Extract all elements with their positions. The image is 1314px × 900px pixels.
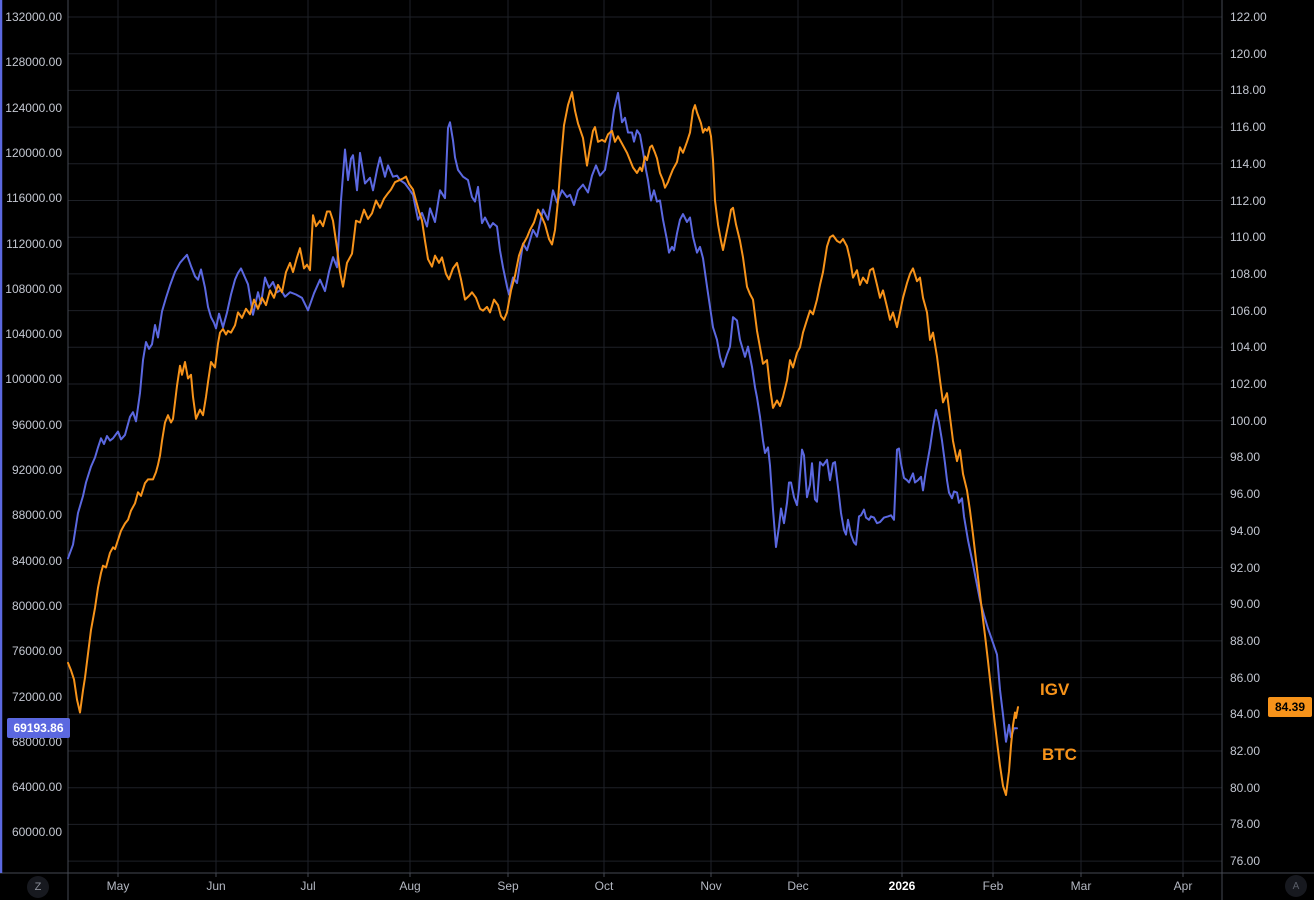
left-scale-tick-label: 64000.00 [11,780,62,795]
igv-last-price-badge: 84.39 [1268,697,1312,718]
left-scale-tick-label: 96000.00 [11,417,62,432]
right-scale-tick-label: 116.00 [1230,120,1266,135]
right-scale-tick-label: 118.00 [1230,83,1266,98]
time-label-month: Sep [497,879,519,893]
right-scale-tick-label: 86.00 [1230,670,1261,685]
left-scale-tick-label: 104000.00 [5,327,62,342]
right-scale-tick-label: 102.00 [1230,377,1267,391]
right-scale-tick-label: 114.00 [1230,156,1266,171]
left-scale-tick-label: 72000.00 [11,689,62,704]
igv-series-label: IGV [1040,680,1070,699]
time-label-month: Nov [700,879,722,893]
left-scale-tick-label: 124000.00 [5,100,62,115]
time-label-month: Mar [1070,879,1092,893]
right-scale-tick-label: 94.00 [1230,523,1261,538]
right-scale-tick-label: 90.00 [1230,597,1261,612]
right-scale-tick-label: 88.00 [1230,633,1261,648]
right-scale-tick-label: 112.00 [1230,193,1266,208]
time-label-month: Jul [300,879,316,893]
timezone-z-button[interactable]: Z [27,876,49,898]
btc-last-price-badge: 69193.86 [7,718,70,739]
time-label-month: Feb [982,879,1004,893]
right-scale-tick-label: 78.00 [1230,817,1261,832]
right-scale-tick-label: 110.00 [1230,230,1266,245]
time-label-month: May [106,879,130,893]
right-scale-tick-label: 76.00 [1230,854,1261,869]
time-label-year: 2026 [888,879,916,893]
btc-series-label: BTC [1042,745,1077,764]
btc-line[interactable] [67,91,1018,743]
right-scale-tick-label: 82.00 [1230,744,1261,758]
right-scale-tick-label: 120.00 [1230,46,1267,61]
right-price-scale[interactable]: 122.00 120.00 118.00 116.00 114.00 112.00 110.… [1222,0,1314,873]
left-scale-tick-label: 68000.00 [11,734,62,749]
left-scale-tick-label: 108000.00 [5,281,62,296]
left-scale-tick-label: 76000.00 [11,644,62,659]
right-scale-tick-label: 84.00 [1230,707,1261,722]
right-scale-tick-label: 80.00 [1230,780,1261,795]
left-scale-tick-label: 100000.00 [5,372,62,387]
left-scale-tick-label: 84000.00 [11,553,62,568]
left-scale-tick-label: 80000.00 [11,598,62,613]
right-scale-tick-label: 108.00 [1230,266,1267,281]
right-scale-tick-label: 92.00 [1230,560,1261,575]
left-scale-tick-label: 112000.00 [6,236,62,251]
right-scale-tick-label: 98.00 [1230,450,1261,465]
igv-line[interactable] [67,91,1019,796]
time-label-month: Jun [206,879,226,893]
left-scale-tick-label: 92000.00 [11,463,62,477]
left-price-scale[interactable]: 132000.00 128000.00 124000.00 120000.00 1160… [0,0,68,873]
right-scale-tick-label: 100.00 [1230,413,1267,428]
time-label-month: Aug [399,879,421,893]
left-scale-tick-label: 116000.00 [6,191,62,206]
right-scale-tick-label: 106.00 [1230,303,1267,318]
right-scale-tick-label: 104.00 [1230,340,1267,355]
time-label-month: Dec [787,879,809,893]
left-scale-tick-label: 88000.00 [11,508,62,523]
auto-scale-a-button[interactable]: A [1285,875,1307,897]
right-scale-tick-label: 122.00 [1230,10,1267,24]
left-scale-tick-label: 128000.00 [5,55,62,70]
time-scale[interactable]: May Jun Jul Aug Sep Oct Nov Dec 2026 Feb Mar Apr [0,873,1314,900]
left-scale-tick-label: 120000.00 [5,145,62,160]
time-label-month: Oct [594,879,614,893]
left-scale-tick-label: 60000.00 [11,825,62,840]
left-scale-tick-label: 132000.00 [5,10,62,24]
time-label-month: Apr [1173,879,1193,893]
right-scale-tick-label: 96.00 [1230,487,1261,502]
